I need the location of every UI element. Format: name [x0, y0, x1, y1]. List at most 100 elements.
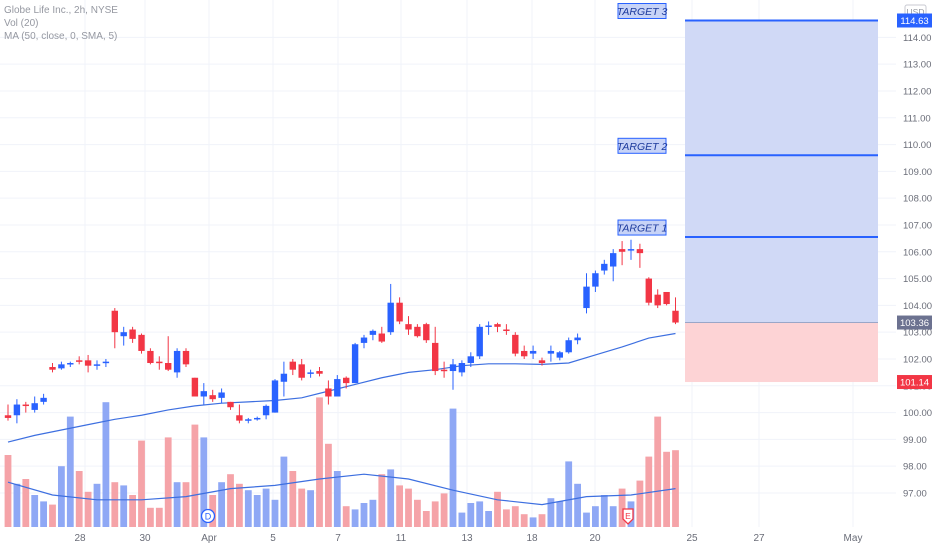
ma-indicator-label[interactable]: MA (50, close, 0, SMA, 5) — [4, 31, 118, 42]
date-tick-label: 25 — [686, 533, 698, 544]
candle-body — [200, 391, 207, 397]
candle-body — [236, 415, 243, 421]
candle-body — [93, 364, 101, 366]
volume-bar — [431, 501, 439, 527]
volume-bar — [342, 506, 350, 527]
earnings-marker — [622, 508, 634, 525]
current-price-label-box — [897, 315, 932, 330]
volume-bar — [200, 437, 208, 527]
candle-body — [111, 310, 118, 333]
candle-body — [556, 352, 563, 358]
volume-bar — [147, 507, 154, 527]
candle-body — [592, 273, 599, 287]
candle-body — [245, 419, 252, 421]
time-axis[interactable]: 28 30 Apr 5 7 11 13 18 20 25 27 May — [74, 533, 862, 544]
dividend-marker-label: D — [205, 512, 212, 522]
price-tick-label: 99.00 — [903, 435, 927, 446]
candle-body — [565, 340, 572, 353]
volume-bar — [75, 471, 83, 527]
price-tick-label: 109.00 — [903, 167, 932, 178]
candle-body — [485, 325, 492, 327]
candle-body — [165, 363, 172, 370]
price-axis[interactable]: 114.00 113.00 112.00 111.00 110.00 109.00 108.… — [897, 4, 932, 499]
candle-body — [432, 342, 439, 372]
candle-body — [280, 373, 288, 382]
volume-bar — [236, 483, 243, 527]
stop-price-label: 101.14 — [900, 378, 929, 389]
candle-body — [378, 333, 385, 342]
candle-body — [387, 302, 394, 333]
symbol-title[interactable]: Globe Life Inc., 2h, NYSE — [4, 5, 118, 16]
volume-bar — [574, 483, 581, 527]
volume-bar — [307, 490, 314, 527]
volume-bar — [583, 512, 590, 527]
candle-body — [458, 363, 466, 373]
candle-body — [369, 330, 377, 335]
earnings-marker-label: E — [625, 511, 631, 521]
volume-bar — [511, 506, 519, 527]
volume-bar — [520, 514, 528, 527]
volume-bar — [49, 504, 56, 527]
date-tick-label: 7 — [335, 533, 341, 544]
candle-body — [182, 350, 190, 365]
candles — [4, 239, 679, 424]
price-tick-label: 111.00 — [903, 113, 931, 124]
candle-body — [334, 379, 341, 397]
target3-price-label-box — [897, 13, 932, 28]
candle-body — [610, 253, 617, 267]
candle-body — [396, 302, 403, 322]
volume-bar — [271, 499, 279, 527]
target-zone — [685, 20, 878, 323]
date-tick-label: 27 — [753, 533, 765, 544]
volume-bar — [458, 512, 466, 527]
volume-bar — [333, 471, 341, 527]
candle-body — [307, 372, 314, 374]
candle-body — [440, 369, 448, 372]
volume-bar — [414, 499, 421, 527]
volume-bar — [155, 507, 163, 527]
price-tick-label: 108.00 — [903, 194, 932, 205]
currency-label: USD — [907, 7, 925, 17]
volume-bar — [405, 488, 412, 527]
target-label-box — [617, 137, 667, 154]
volume-bar — [138, 440, 145, 527]
price-tick-label: 98.00 — [903, 462, 927, 473]
candle-body — [423, 324, 430, 341]
stop-price-label-box — [897, 375, 932, 390]
candle-body — [627, 249, 635, 251]
volume-bar — [476, 501, 484, 527]
volume-bar — [253, 495, 261, 527]
candle-body — [636, 249, 644, 254]
date-tick-label: 18 — [526, 533, 538, 544]
volume-bar — [440, 493, 448, 527]
ma-line — [7, 332, 676, 443]
volume-bar — [111, 482, 119, 527]
volume-bar — [129, 495, 136, 527]
candle-body — [583, 286, 590, 309]
candle-body — [4, 415, 12, 418]
candle-body — [254, 417, 261, 420]
candle-body — [574, 337, 581, 341]
target-lines: TARGET 3 TARGET 2 TARGET 1 — [617, 3, 878, 239]
volume-bar — [102, 402, 110, 527]
volume-bar — [289, 471, 297, 527]
volume-bar — [387, 469, 395, 527]
volume-bar — [529, 517, 537, 527]
candle-body — [316, 371, 323, 374]
price-tick-label: 113.00 — [903, 60, 931, 71]
moving-average-line — [7, 332, 676, 443]
volume-bar — [494, 491, 501, 527]
date-tick-label: 28 — [74, 533, 86, 544]
volume-bar — [120, 485, 128, 527]
candle-body — [13, 404, 21, 416]
candle-body — [476, 326, 483, 357]
volume-bar — [645, 456, 653, 527]
volume-bar — [173, 482, 181, 527]
volume-bar — [378, 474, 386, 527]
volume-bar — [618, 488, 626, 527]
volume-bar — [218, 482, 225, 527]
volume-bar — [547, 498, 555, 527]
volume-indicator-label[interactable]: Vol (20) — [4, 18, 39, 29]
stop-zone — [685, 322, 878, 383]
